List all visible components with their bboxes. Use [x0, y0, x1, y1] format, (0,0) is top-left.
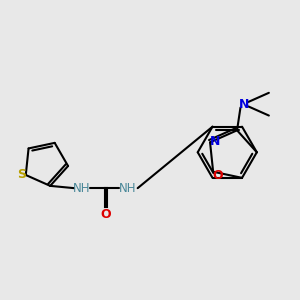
Text: O: O	[100, 208, 111, 221]
Text: NH: NH	[119, 182, 136, 195]
Text: N: N	[239, 98, 249, 111]
Text: N: N	[209, 135, 220, 148]
Text: O: O	[212, 169, 223, 182]
Text: S: S	[17, 169, 26, 182]
Text: NH: NH	[73, 182, 91, 195]
